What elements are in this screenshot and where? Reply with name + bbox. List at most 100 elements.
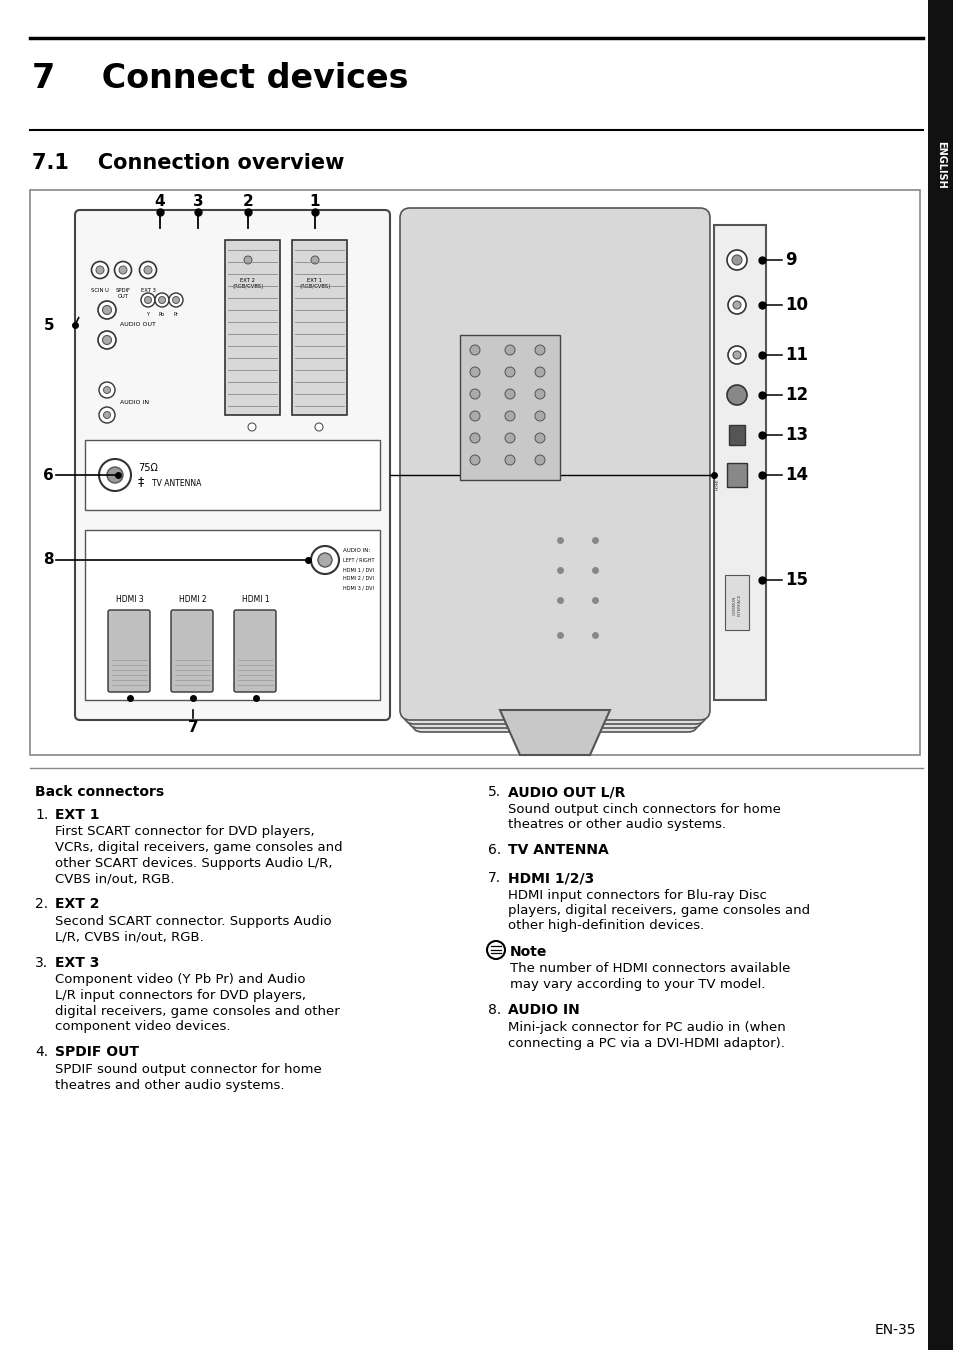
- Text: EXT 1
(RGB/CVBS): EXT 1 (RGB/CVBS): [299, 278, 331, 289]
- Text: 2.: 2.: [35, 898, 48, 911]
- Circle shape: [103, 386, 111, 393]
- Circle shape: [244, 256, 252, 265]
- Text: 7    Connect devices: 7 Connect devices: [32, 62, 408, 95]
- Circle shape: [726, 385, 746, 405]
- Circle shape: [470, 433, 479, 443]
- Bar: [85, 531, 379, 701]
- Circle shape: [102, 305, 112, 315]
- Text: EN-35: EN-35: [874, 1323, 915, 1336]
- Text: SPDIF OUT: SPDIF OUT: [55, 1045, 139, 1060]
- Circle shape: [158, 297, 165, 304]
- FancyBboxPatch shape: [171, 610, 213, 693]
- Text: 9: 9: [784, 251, 796, 269]
- Circle shape: [98, 301, 116, 319]
- Text: Second SCART connector. Supports Audio: Second SCART connector. Supports Audio: [55, 915, 332, 927]
- Circle shape: [470, 389, 479, 400]
- Circle shape: [119, 266, 127, 274]
- Text: ‡: ‡: [138, 475, 144, 489]
- Text: Pb: Pb: [159, 312, 165, 317]
- Text: 7.: 7.: [488, 871, 500, 886]
- Circle shape: [470, 455, 479, 464]
- Text: HDMI: HDMI: [716, 478, 720, 490]
- Circle shape: [114, 262, 132, 278]
- Bar: [726, 463, 746, 487]
- Text: The number of HDMI connectors available: The number of HDMI connectors available: [510, 963, 789, 976]
- Text: 3: 3: [193, 194, 203, 209]
- Text: AUDIO IN: AUDIO IN: [507, 1003, 579, 1018]
- Circle shape: [91, 262, 109, 278]
- Text: 7.1    Connection overview: 7.1 Connection overview: [32, 153, 344, 173]
- FancyBboxPatch shape: [75, 211, 390, 720]
- Circle shape: [504, 389, 515, 400]
- Text: COMMON
INTERFACE: COMMON INTERFACE: [732, 594, 740, 616]
- Text: HDMI 1/2/3: HDMI 1/2/3: [507, 871, 594, 886]
- Text: Component video (Y Pb Pr) and Audio: Component video (Y Pb Pr) and Audio: [55, 973, 305, 987]
- Text: component video devices.: component video devices.: [55, 1021, 231, 1033]
- Text: theatres or other audio systems.: theatres or other audio systems.: [507, 818, 725, 832]
- Text: Sound output cinch connectors for home: Sound output cinch connectors for home: [507, 802, 781, 815]
- Circle shape: [311, 256, 318, 265]
- Text: AUDIO IN:: AUDIO IN:: [343, 548, 370, 554]
- Circle shape: [99, 459, 131, 491]
- Text: Note: Note: [510, 945, 547, 958]
- Text: EXT 3: EXT 3: [140, 288, 155, 293]
- Bar: [459, 335, 559, 481]
- Text: SCIN U: SCIN U: [91, 288, 109, 293]
- Circle shape: [141, 293, 154, 306]
- Circle shape: [99, 406, 115, 423]
- Text: VCRs, digital receivers, game consoles and: VCRs, digital receivers, game consoles a…: [55, 841, 342, 855]
- Text: Pr: Pr: [173, 312, 178, 317]
- Text: 5.: 5.: [488, 784, 500, 799]
- FancyBboxPatch shape: [403, 220, 705, 724]
- Circle shape: [727, 296, 745, 315]
- Text: 13: 13: [784, 427, 807, 444]
- Circle shape: [306, 251, 323, 269]
- Circle shape: [314, 423, 323, 431]
- Text: CVBS in/out, RGB.: CVBS in/out, RGB.: [55, 872, 174, 886]
- Text: 1: 1: [310, 194, 320, 209]
- Text: TV ANTENNA: TV ANTENNA: [507, 844, 608, 857]
- Circle shape: [504, 410, 515, 421]
- Circle shape: [96, 266, 104, 274]
- Circle shape: [504, 367, 515, 377]
- Circle shape: [139, 262, 156, 278]
- Text: may vary according to your TV model.: may vary according to your TV model.: [510, 977, 764, 991]
- Text: 3.: 3.: [35, 956, 48, 971]
- Text: EXT 2: EXT 2: [55, 898, 99, 911]
- Text: digital receivers, game consoles and other: digital receivers, game consoles and oth…: [55, 1004, 339, 1018]
- Text: TV ANTENNA: TV ANTENNA: [152, 479, 201, 489]
- Text: 14: 14: [784, 466, 807, 485]
- Circle shape: [732, 351, 740, 359]
- Circle shape: [535, 367, 544, 377]
- Text: HDMI 3: HDMI 3: [116, 595, 144, 603]
- Text: ENGLISH: ENGLISH: [935, 142, 945, 189]
- Text: 4.: 4.: [35, 1045, 48, 1060]
- Text: players, digital receivers, game consoles and: players, digital receivers, game console…: [507, 904, 809, 917]
- Circle shape: [732, 301, 740, 309]
- Bar: [724, 575, 748, 630]
- Text: LEFT / RIGHT: LEFT / RIGHT: [343, 558, 375, 563]
- Text: Back connectors: Back connectors: [35, 784, 164, 799]
- Text: HDMI 1: HDMI 1: [242, 595, 270, 603]
- Text: HDMI 3 / DVI: HDMI 3 / DVI: [343, 585, 374, 590]
- Text: 10: 10: [784, 296, 807, 315]
- Text: 1.: 1.: [35, 809, 49, 822]
- FancyBboxPatch shape: [108, 610, 150, 693]
- Text: 12: 12: [784, 386, 807, 404]
- Circle shape: [154, 293, 169, 306]
- Text: 8: 8: [43, 552, 54, 567]
- Circle shape: [239, 251, 256, 269]
- Text: HDMI 2 / DVI: HDMI 2 / DVI: [343, 576, 374, 580]
- Circle shape: [504, 433, 515, 443]
- Text: L/R, CVBS in/out, RGB.: L/R, CVBS in/out, RGB.: [55, 930, 204, 944]
- FancyBboxPatch shape: [412, 244, 698, 732]
- Text: HDMI 2: HDMI 2: [179, 595, 207, 603]
- Circle shape: [98, 331, 116, 350]
- Bar: [225, 240, 280, 414]
- Text: theatres and other audio systems.: theatres and other audio systems.: [55, 1079, 284, 1092]
- Circle shape: [726, 250, 746, 270]
- Text: HDMI input connectors for Blu-ray Disc: HDMI input connectors for Blu-ray Disc: [507, 888, 766, 902]
- Text: connecting a PC via a DVI-HDMI adaptor).: connecting a PC via a DVI-HDMI adaptor).: [507, 1037, 784, 1049]
- Circle shape: [311, 545, 338, 574]
- Text: 7: 7: [188, 721, 198, 736]
